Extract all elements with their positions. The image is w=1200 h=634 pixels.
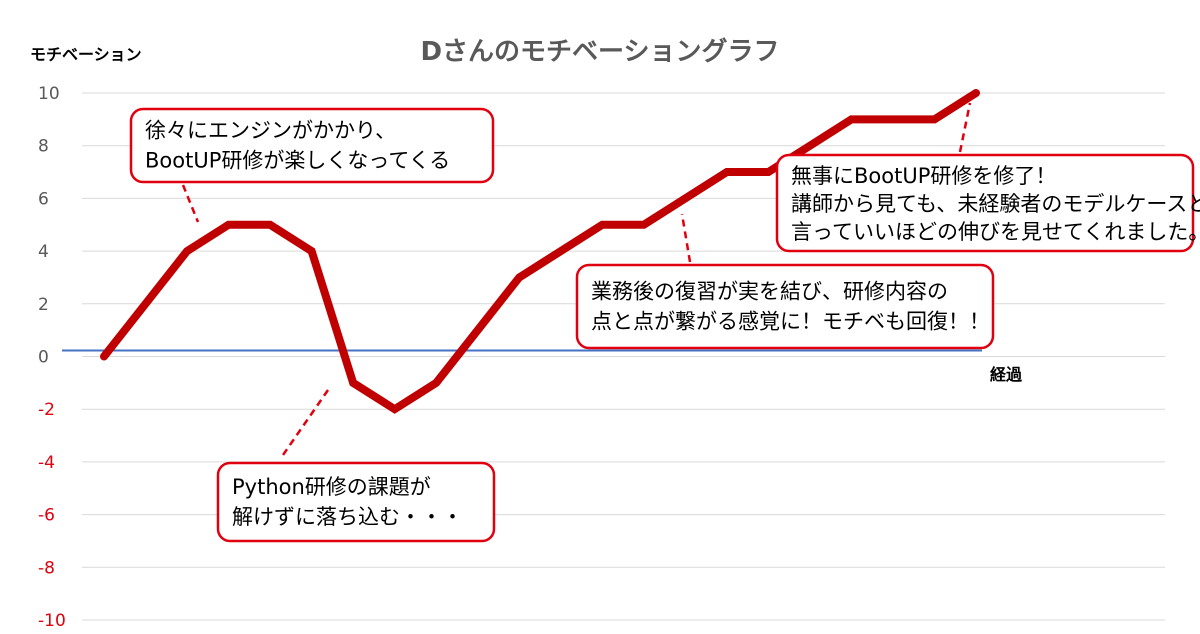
callout-text-line: 講師から見ても、未経験者のモデルケースと [791, 192, 1200, 216]
callout-text-line: Python研修の課題が [232, 475, 431, 499]
y-tick-label: 8 [38, 137, 49, 157]
callout-text-line: 業務後の復習が実を結び、研修内容の [591, 280, 948, 304]
callout-leader [181, 184, 200, 223]
callout-leader [680, 213, 692, 263]
y-tick-label: 0 [38, 348, 49, 368]
callout-box [575, 263, 995, 350]
y-tick-label: 4 [38, 242, 49, 262]
y-tick-label: -10 [38, 611, 66, 631]
y-tick-label: -6 [38, 506, 55, 526]
callout-leader [281, 389, 330, 456]
callout-text-line: BootUP研修が楽しくなってくる [145, 149, 450, 173]
callout-text-line: 解けずに落ち込む・・・ [232, 505, 463, 529]
y-tick-label: -8 [38, 558, 55, 578]
y-tick-label: 2 [38, 295, 49, 315]
motivation-line [100, 89, 980, 414]
callout-box [129, 107, 495, 184]
x-axis-label: 経過 [990, 365, 1023, 384]
y-axis-label: モチベーション [30, 45, 142, 64]
callout-text-line: 点と点が繋がる感覚に！モチベも回復！！ [591, 310, 990, 334]
y-tick-label: -2 [38, 400, 55, 420]
callout-text-line: 徐々にエンジンがかかり、 [145, 119, 396, 143]
callout-box [216, 461, 496, 543]
y-tick-label: -4 [38, 453, 55, 473]
y-tick-label: 10 [38, 84, 60, 104]
callout-leader [958, 102, 972, 153]
chart-title: Dさんのモチベーショングラフ [420, 37, 779, 67]
callout-text-line: 言っていいほどの伸びを見せてくれました。 [791, 220, 1200, 244]
y-tick-label: 6 [38, 189, 49, 209]
callout-text-line: 無事にBootUP研修を修了！ [791, 164, 1056, 188]
callout-box [775, 153, 1195, 253]
